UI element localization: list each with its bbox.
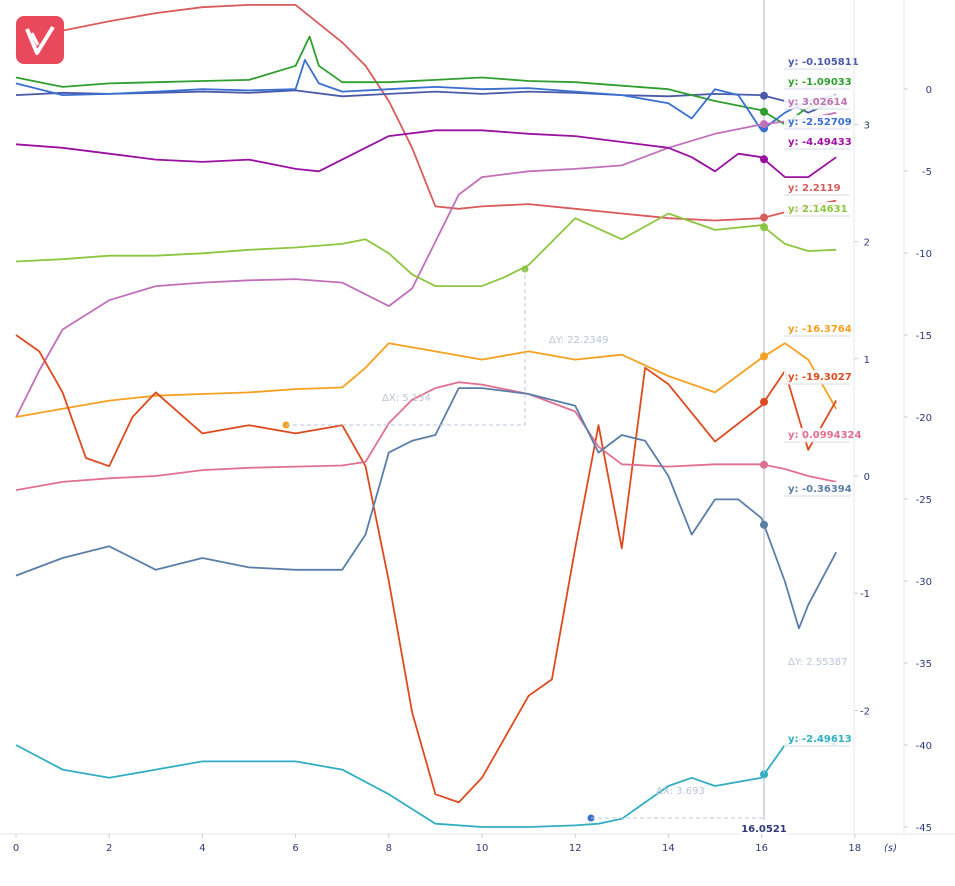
measure-1-dx: ΔX: 5.134 — [382, 393, 431, 404]
cursor-tag-bg — [784, 115, 850, 129]
y-outer-tick-label: -5 — [922, 167, 932, 178]
cursor-tag-8: y: -16.3764 — [788, 324, 852, 335]
cursor-tag-bg — [784, 482, 850, 496]
cursor-tag-1: y: -0.105811 — [788, 57, 859, 68]
measure-2-dx: ΔX: 3.693 — [656, 786, 705, 797]
x-tick-label: 12 — [569, 843, 582, 854]
series-line-2[interactable] — [15, 89, 837, 114]
cursor-point-6 — [760, 155, 769, 164]
cursor-tag-5: y: -4.49433 — [788, 137, 852, 148]
cursor-point-8 — [760, 352, 769, 361]
y-outer-tick-label: -10 — [916, 249, 932, 260]
x-tick-label: 2 — [106, 843, 112, 854]
series-line-5[interactable] — [15, 111, 837, 418]
cursor-tag-2: y: -1.09033 — [788, 77, 852, 88]
cursor-x-label: 16.0521 — [741, 824, 787, 835]
cursor-tag-10: y: 0.0994324 — [788, 430, 862, 441]
cursor-tag-12: y: -2.49613 — [788, 734, 852, 745]
cursor-point-9 — [760, 397, 769, 406]
cursor-tags: y: -0.105811 y: -1.09033 y: 3.02614 y: -2.5… — [784, 55, 862, 747]
y-outer-tick-label: -25 — [916, 495, 932, 506]
x-tick-label: 10 — [476, 843, 489, 854]
series-line-4[interactable] — [15, 59, 837, 132]
cursor-point-1 — [760, 213, 769, 222]
cursor-tag-bg — [784, 428, 850, 442]
logo-mark-icon — [25, 25, 55, 55]
series-line-3[interactable] — [15, 35, 837, 126]
cursor-tag-bg — [784, 370, 850, 384]
series-layer — [15, 4, 837, 828]
cursor-tag-bg — [784, 95, 850, 109]
y-outer-tick-label: -20 — [916, 413, 932, 424]
cursor-tag-3: y: 3.02614 — [788, 97, 848, 108]
cursor-tag-4: y: -2.52709 — [788, 117, 852, 128]
x-tick-label: 14 — [662, 843, 675, 854]
y-outer-tick-label: -45 — [916, 823, 932, 834]
y-outer-tick-label: -35 — [916, 659, 932, 670]
axes: (s) 16.0521 0 2 4 6 8 10 12 14 16 183210-1-20-5-1… — [0, 0, 955, 854]
cursor-tag-bg — [784, 55, 850, 69]
x-tick-label: 4 — [199, 843, 205, 854]
cursor-point-11 — [760, 520, 769, 529]
measure-1-dy: ΔY: 22.2349 — [549, 335, 609, 346]
y-outer-tick-label: -30 — [916, 577, 932, 588]
cursor-tag-6: y: 2.2119 — [788, 183, 841, 194]
measure-1-path — [286, 269, 526, 426]
cursor-point-10 — [760, 460, 769, 469]
cursor-x-label-bg — [742, 820, 786, 836]
x-tick-label: 16 — [755, 843, 768, 854]
cursor-point-5 — [760, 120, 769, 129]
cursor-tag-bg — [784, 75, 850, 89]
series-line-11[interactable] — [15, 387, 837, 630]
cursor-tag-bg — [784, 181, 850, 195]
cursor-tag-bg — [784, 202, 850, 216]
x-axis-unit: (s) — [884, 843, 897, 854]
x-tick-label: 6 — [292, 843, 298, 854]
series-line-7[interactable] — [15, 212, 837, 287]
cursor-point-12 — [760, 770, 769, 779]
cursor-tag-bg — [784, 322, 850, 336]
cursor-tag-9: y: -19.3027 — [788, 372, 852, 383]
series-line-8[interactable] — [15, 342, 837, 418]
series-line-9[interactable] — [15, 334, 837, 804]
y-outer-tick-label: 0 — [926, 85, 932, 96]
cursor-point-3 — [760, 107, 769, 116]
x-tick-label: 18 — [848, 843, 861, 854]
series-line-6[interactable] — [15, 129, 837, 178]
y-inner-tick-label: -1 — [860, 589, 870, 600]
cursor-tag-bg — [784, 732, 850, 746]
y-inner-tick-label: 2 — [864, 238, 870, 249]
y-inner-tick-label: -2 — [860, 706, 870, 717]
cursor-tag-11: y: -0.36394 — [788, 484, 852, 495]
y-inner-tick-label: 1 — [864, 355, 870, 366]
y-outer-tick-label: -40 — [916, 741, 932, 752]
cursor-layer — [282, 0, 769, 832]
series-line-10[interactable] — [15, 381, 837, 491]
cursor-tag-bg — [784, 135, 850, 149]
brand-logo[interactable] — [16, 16, 64, 64]
x-tick-label: 0 — [13, 843, 19, 854]
measure-2-path — [591, 769, 765, 819]
cursor-tag-7: y: 2.14631 — [788, 204, 848, 215]
y-inner-tick-label: 3 — [864, 120, 870, 131]
x-tick-label: 8 — [386, 843, 392, 854]
y-outer-tick-label: -15 — [916, 331, 932, 342]
cursor-point-2 — [760, 91, 769, 100]
measure-layer: ΔX: 5.134 ΔY: 22.2349 ΔX: 3.693 ΔY: 2.55… — [286, 269, 848, 819]
series-line-1[interactable] — [15, 4, 837, 222]
measure-2-dy: ΔY: 2.55387 — [788, 657, 848, 668]
y-inner-tick-label: 0 — [864, 472, 870, 483]
series-line-12[interactable] — [15, 735, 837, 828]
cursor-point-7 — [760, 223, 769, 232]
